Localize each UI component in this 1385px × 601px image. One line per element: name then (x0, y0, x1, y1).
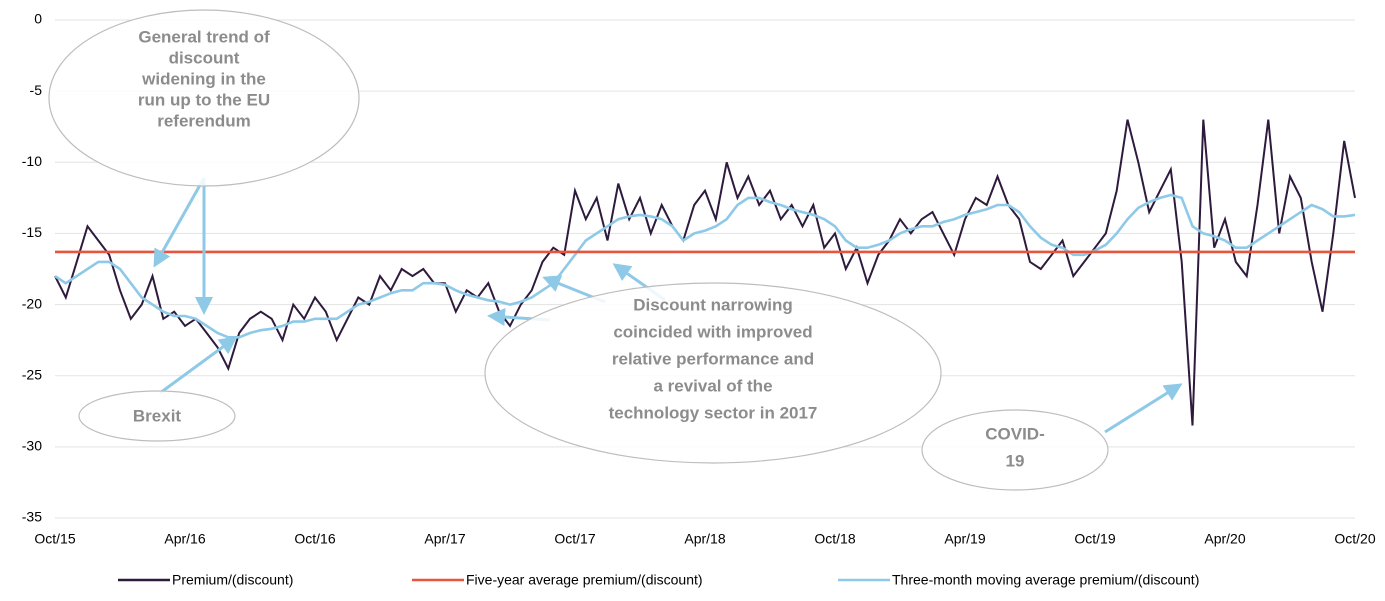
callout (484, 282, 942, 464)
annotation-text: a revival of the (653, 376, 772, 395)
annotation-text: Discount narrowing (633, 295, 793, 314)
callout (48, 9, 360, 187)
x-tick-label: Oct/20 (1334, 531, 1375, 547)
x-tick-label: Apr/19 (944, 531, 985, 547)
legend-label: Five-year average premium/(discount) (466, 572, 703, 588)
arrow (153, 177, 206, 268)
legend: Premium/(discount) Five-year average prem… (118, 572, 1199, 588)
lines (54, 119, 1356, 426)
arrow (1104, 383, 1183, 434)
annotation-text: Brexit (133, 406, 182, 425)
annotation-text: 19 (1006, 451, 1025, 470)
callout (78, 390, 236, 442)
y-tick-label: -35 (22, 509, 42, 525)
annotation-text: referendum (157, 111, 251, 130)
x-tick-label: Oct/15 (34, 531, 75, 547)
x-tick-label: Apr/16 (164, 531, 205, 547)
annotation-text: discount (169, 48, 240, 67)
y-tick-label: -30 (22, 438, 42, 454)
annotation-text: relative performance and (612, 349, 814, 368)
annotation-text: General trend of (138, 27, 270, 46)
y-tick-label: -10 (22, 153, 42, 169)
annotation-text: COVID- (985, 424, 1045, 443)
series-line (54, 119, 1356, 426)
annotation-text: coincided with improved (613, 322, 812, 341)
x-tick-label: Oct/19 (1074, 531, 1115, 547)
legend-label: Premium/(discount) (172, 572, 293, 588)
callout (921, 409, 1109, 491)
arrow (159, 336, 238, 395)
x-tick-label: Oct/18 (814, 531, 855, 547)
x-tick-label: Oct/16 (294, 531, 335, 547)
legend-label: Three-month moving average premium/(disc… (892, 572, 1199, 588)
y-tick-label: -5 (30, 82, 43, 98)
y-tick-label: -15 (22, 224, 42, 240)
y-tick-label: -25 (22, 366, 42, 382)
x-tick-label: Apr/20 (1204, 531, 1245, 547)
x-tick-label: Apr/18 (684, 531, 725, 547)
y-tick-label: -20 (22, 295, 42, 311)
x-tick-label: Oct/17 (554, 531, 595, 547)
y-tick-label: 0 (34, 11, 42, 27)
annotations: General trend of discount widening in the r… (48, 9, 1183, 491)
annotation-text: technology sector in 2017 (609, 403, 818, 422)
x-tick-label: Apr/17 (424, 531, 465, 547)
annotation-text: widening in the (141, 69, 266, 88)
series-line (54, 193, 1356, 339)
annotation-text: run up to the EU (138, 90, 270, 109)
